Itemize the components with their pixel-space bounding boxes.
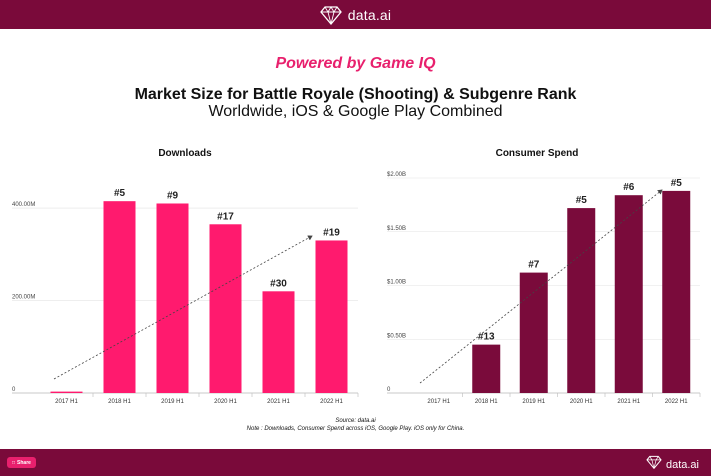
page-title: Market Size for Battle Royale (Shooting)…	[134, 86, 577, 103]
spend-rank-label: #5	[576, 195, 588, 206]
downloads-bar	[209, 224, 242, 393]
source-text: Source: data.ai	[335, 418, 376, 424]
footer-bar: □ Share data.ai	[0, 449, 711, 476]
downloads-bar	[103, 201, 136, 393]
downloads-category-label: 2021 H1	[267, 399, 290, 405]
downloads-y-tick-label: 400.00M	[12, 202, 35, 208]
spend-y-tick-label: $1.50B	[387, 226, 406, 232]
spend-bar	[519, 272, 548, 393]
diamond-logo-icon	[646, 455, 662, 474]
note-text: Note : Downloads, Consumer Spend across …	[246, 426, 465, 432]
downloads-trend-arrow	[53, 235, 313, 380]
spend-trend-arrow	[419, 189, 663, 384]
page-subtitle: Worldwide, iOS & Google Play Combined	[208, 103, 503, 120]
downloads-rank-label: #30	[270, 278, 287, 289]
spend-rank-label: #13	[478, 332, 495, 343]
kicker-text: Powered by Game IQ	[275, 55, 436, 72]
spend-rank-label: #7	[528, 260, 540, 271]
spend-category-label: 2019 H1	[522, 399, 545, 405]
spend-category-label: 2022 H1	[665, 399, 688, 405]
downloads-category-label: 2017 H1	[55, 399, 78, 405]
spend-category-label: 2020 H1	[570, 399, 593, 405]
spend-chart-title: Consumer Spend	[495, 148, 579, 159]
header-bar: data.ai	[0, 0, 711, 29]
spend-y-tick-label: $2.00B	[387, 172, 406, 178]
downloads-rank-label: #17	[217, 211, 234, 222]
downloads-rank-label: #9	[167, 190, 179, 201]
share-label: Share	[17, 459, 31, 466]
spend-y-tick-label: $1.00B	[387, 280, 406, 286]
spend-bar	[614, 195, 643, 393]
downloads-category-label: 2020 H1	[214, 399, 237, 405]
share-button[interactable]: □ Share	[7, 457, 36, 468]
spend-bar	[662, 190, 691, 393]
downloads-category-label: 2018 H1	[108, 399, 131, 405]
spend-category-label: 2017 H1	[427, 399, 450, 405]
spend-rank-label: #5	[671, 178, 683, 189]
footer-brand: data.ai	[646, 455, 699, 474]
spend-category-label: 2018 H1	[475, 399, 498, 405]
downloads-bar	[315, 240, 348, 393]
downloads-bar	[50, 391, 83, 393]
downloads-bar	[262, 291, 295, 393]
spend-category-label: 2021 H1	[617, 399, 640, 405]
spend-rank-label: #6	[623, 182, 635, 193]
share-icon: □	[12, 459, 16, 466]
footer-brand-text: data.ai	[665, 458, 699, 471]
downloads-rank-label: #5	[114, 188, 126, 199]
downloads-y-tick-label: 0	[12, 387, 16, 393]
spend-y-tick-label: 0	[387, 387, 391, 393]
spend-bar	[567, 208, 596, 393]
downloads-bar	[156, 203, 189, 393]
downloads-category-label: 2019 H1	[161, 399, 184, 405]
downloads-category-label: 2022 H1	[320, 399, 343, 405]
diamond-logo-icon	[319, 5, 342, 25]
header-brand: data.ai	[347, 6, 392, 23]
downloads-y-tick-label: 200.00M	[12, 295, 35, 301]
spend-bar	[472, 344, 501, 393]
spend-y-tick-label: $0.50B	[387, 333, 406, 339]
downloads-rank-label: #19	[323, 227, 340, 238]
downloads-chart-title: Downloads	[158, 148, 212, 159]
